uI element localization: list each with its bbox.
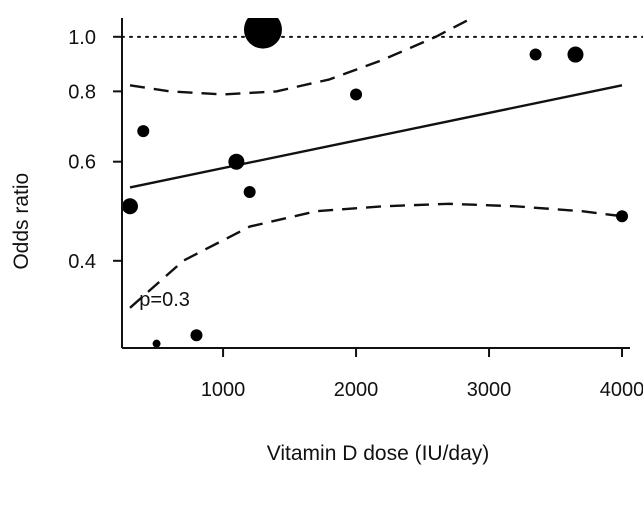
- data-point-1: [137, 125, 150, 138]
- axes: [113, 18, 630, 357]
- x-tick-label: 3000: [467, 379, 512, 401]
- data-point-6: [243, 18, 282, 49]
- series-line-0: [129, 84, 623, 189]
- data-point-3: [190, 329, 203, 342]
- series-line-2: [129, 202, 623, 309]
- data-point-9: [567, 46, 584, 63]
- x-tick-label: 1000: [201, 379, 246, 401]
- data-point-10: [616, 210, 629, 223]
- data-point-2: [152, 339, 161, 348]
- y-tick-label: 0.4: [68, 251, 96, 273]
- x-tick-label: 4000: [600, 379, 643, 401]
- y-tick-label: 0.6: [68, 152, 96, 174]
- y-tick-label: 0.8: [68, 81, 96, 103]
- p-value-annotation: p=0.3: [139, 289, 190, 311]
- x-tick-label: 2000: [334, 379, 379, 401]
- data-point-5: [243, 186, 256, 199]
- data-point-8: [529, 48, 542, 61]
- labels: 1000 2000 3000 4000 0.4 0.6 0.8 1.0 Vitamin D do…: [10, 27, 643, 465]
- y-axis-title: Odds ratio: [10, 173, 33, 270]
- data-point-7: [350, 88, 363, 101]
- x-axis-title: Vitamin D dose (IU/day): [267, 442, 490, 465]
- plot-area: [122, 18, 643, 348]
- data-point-0: [122, 198, 138, 215]
- data-point-4: [228, 153, 245, 170]
- series-line-1: [129, 18, 475, 96]
- y-tick-label: 1.0: [68, 27, 96, 49]
